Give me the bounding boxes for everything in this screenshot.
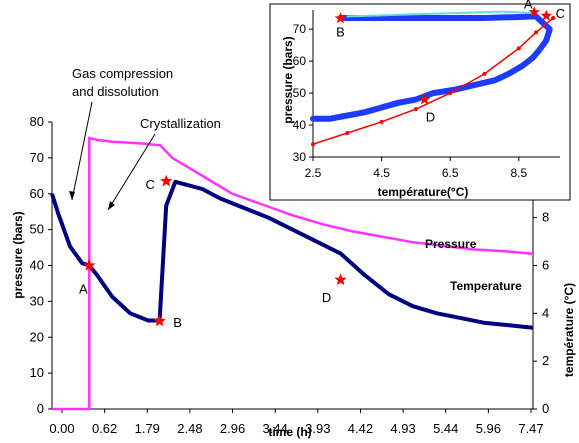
main-points: A B C D [79,174,347,330]
y-left-tick-label: 60 [30,186,44,201]
point-label-d: D [322,290,331,305]
inset-point-label-c: C [556,6,565,21]
inset-point-label-a: A [524,0,533,11]
y-left-tick-label: 30 [30,293,44,308]
y-right-tick-label: 8 [542,210,549,225]
pressure-series-line [52,136,534,411]
inset-red-point [379,119,384,124]
inset-series-line-inset_cyan [346,10,537,18]
x-tick-label: 5.44 [433,421,458,436]
point-label-a: A [79,282,88,297]
main-chart: 010203040506070800246810120.000.621.792.… [11,66,576,439]
inset-y-axis-title: pressure (bars) [281,36,295,123]
annotation-gas-arrowhead [69,191,75,200]
x-tick-label: 2.96 [220,421,245,436]
x-tick-label: 0.00 [49,421,74,436]
y-right-tick-label: 4 [542,305,549,320]
y-left-tick-label: 20 [30,329,44,344]
inset-x-tick-label: 4.5 [373,166,390,180]
y-right-tick-label: 0 [542,401,549,416]
y-left-tick-label: 40 [30,258,44,273]
inset-red-point [482,71,487,76]
x-tick-label: 7.47 [518,421,543,436]
y-left-tick-label: 80 [30,114,44,129]
inset-point-marker-c [540,9,552,21]
inset-red-point [516,46,521,51]
point-marker-b [153,314,166,327]
y-right-tick-label: 6 [542,258,549,273]
inset-red-point [448,91,453,96]
inset-y-tick-label: 40 [293,118,307,132]
inset-axes: 30 40 50 60 70 2.5 4.5 6.5 8.5 [293,10,560,180]
y-left-tick-label: 50 [30,222,44,237]
annotation-gas-label: Gas compression and dissolution [72,66,177,99]
inset-series-line-inset_temp_series [310,13,553,122]
main-axes: 010203040506070800246810120.000.621.792.… [30,114,557,436]
inset-point-marker-a [528,6,540,18]
point-label-b: B [173,315,182,330]
annotation-gas-line1: Gas compression [72,66,173,81]
y-left-axis-title: pressure (bars) [11,211,25,298]
inset-x-tick-label: 2.5 [305,166,322,180]
x-tick-label: 3.44 [263,421,288,436]
inset-x-tick-label: 6.5 [442,166,459,180]
inset-red-point [533,30,538,35]
y-left-tick-label: 70 [30,150,44,165]
inset-red-point [413,107,418,112]
x-tick-label: 0.62 [92,421,117,436]
inset-frame [269,3,571,201]
temperature-series-line [50,179,534,330]
inset-points: A B C D [334,0,565,124]
temperature-series-label: Temperature [450,279,522,293]
inset-point-marker-d [418,93,431,105]
point-marker-d [334,273,347,286]
point-label-c: C [146,177,155,192]
inset-red-point [345,131,350,136]
annotation-gas-line2: and dissolution [72,84,159,99]
y-right-axis-title: température (°C) [562,283,576,377]
point-marker-a [83,259,96,271]
y-left-tick-label: 0 [37,401,44,416]
main-series [50,136,534,411]
inset-red-point [551,15,556,20]
inset-y-tick-label: 30 [293,150,307,164]
inset-chart: 30 40 50 60 70 2.5 4.5 6.5 8.5 A B C D température(… [269,0,571,201]
x-tick-label: 4.42 [348,421,373,436]
inset-point-marker-b [334,12,347,24]
x-tick-label: 1.79 [135,421,160,436]
inset-red-point [311,142,315,147]
point-marker-c [160,174,173,187]
annotation-crystallization-arrowhead [108,201,115,210]
x-tick-label: 5.96 [476,421,501,436]
x-tick-label: 2.48 [177,421,202,436]
inset-point-label-b: B [336,24,345,39]
x-axis-title: time (h) [268,425,311,439]
annotation-gas-arrow [71,101,93,201]
x-tick-label: 4.93 [390,421,415,436]
x-tick-label: 3.93 [305,421,330,436]
inset-y-tick-label: 50 [293,86,307,100]
inset-x-axis-title: température(°C) [378,185,469,199]
annotation-crystallization-label: Crystallization [140,116,221,131]
inset-y-tick-label: 60 [293,54,307,68]
inset-point-label-d: D [426,109,435,124]
inset-x-tick-label: 8.5 [510,166,527,180]
pressure-series-label: Pressure [425,237,477,251]
inset-y-tick-label: 70 [293,22,307,36]
y-right-tick-label: 2 [542,353,549,368]
annotation-crystallization-arrow [107,133,156,211]
inset-series [310,10,556,147]
y-left-tick-label: 10 [30,365,44,380]
